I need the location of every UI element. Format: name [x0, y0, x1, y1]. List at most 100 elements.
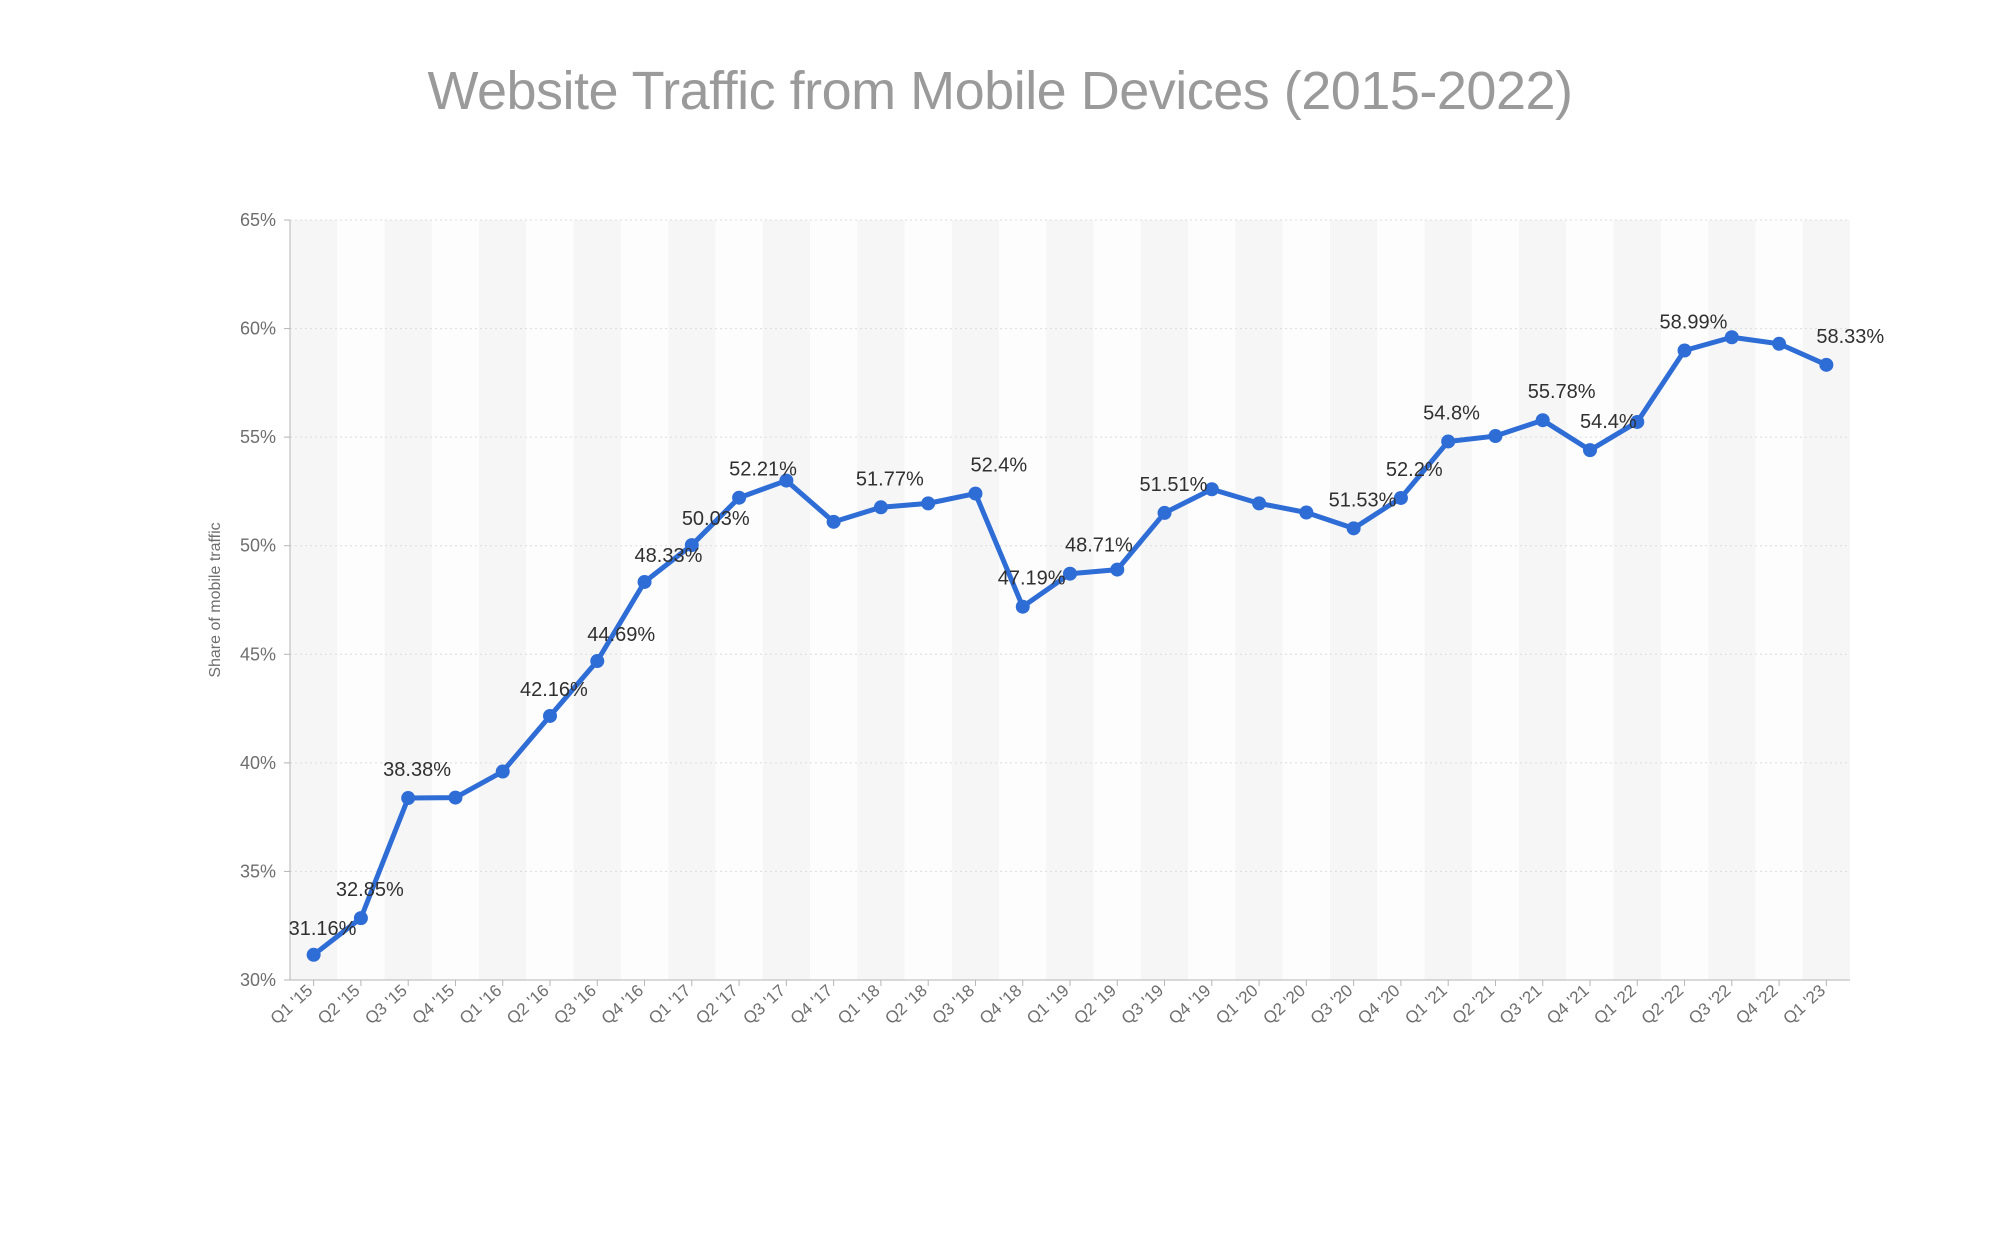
plot-band [1235, 220, 1282, 980]
x-tick-label: Q4 '22 [1732, 981, 1782, 1028]
x-tick-label: Q4 '21 [1543, 981, 1593, 1028]
x-tick-label: Q2 '16 [503, 981, 553, 1028]
plot-band [337, 220, 384, 980]
x-tick-label: Q2 '22 [1638, 981, 1688, 1028]
x-tick-label: Q2 '18 [881, 981, 931, 1028]
data-point [1583, 443, 1597, 457]
plot-band [1046, 220, 1093, 980]
x-tick-label: Q3 '20 [1307, 981, 1357, 1028]
x-tick-label: Q4 '20 [1354, 981, 1404, 1028]
data-label: 58.99% [1660, 312, 1728, 334]
x-tick-label: Q1 '21 [1401, 981, 1451, 1028]
y-tick-label: 50% [240, 536, 276, 556]
plot-band [1614, 220, 1661, 980]
plot-band [1425, 220, 1472, 980]
y-tick-label: 30% [240, 970, 276, 990]
plot-band [290, 220, 337, 980]
data-point [496, 765, 510, 779]
plot-band [385, 220, 432, 980]
x-tick-label: Q3 '18 [929, 981, 979, 1028]
plot-band [1472, 220, 1519, 980]
plot-band [1188, 220, 1235, 980]
y-tick-label: 35% [240, 861, 276, 881]
x-tick-label: Q2 '21 [1449, 981, 1499, 1028]
line-chart: 30%35%40%45%50%55%60%65%Q1 '15Q2 '15Q3 '… [180, 210, 1900, 1190]
plot-band [1519, 220, 1566, 980]
data-point [307, 948, 321, 962]
x-tick-label: Q1 '22 [1590, 981, 1640, 1028]
data-point [1772, 337, 1786, 351]
plot-band [763, 220, 810, 980]
x-tick-label: Q1 '20 [1212, 981, 1262, 1028]
data-point [1678, 344, 1692, 358]
x-tick-label: Q3 '15 [361, 981, 411, 1028]
x-tick-label: Q1 '23 [1779, 981, 1829, 1028]
data-point [968, 487, 982, 501]
data-point [874, 500, 888, 514]
data-point [827, 515, 841, 529]
data-point [543, 709, 557, 723]
data-label: 51.53% [1329, 489, 1397, 511]
y-tick-label: 65% [240, 210, 276, 230]
data-label: 51.51% [1140, 474, 1208, 496]
y-tick-label: 45% [240, 644, 276, 664]
plot-band [479, 220, 526, 980]
plot-band [1330, 220, 1377, 980]
data-label: 52.21% [729, 459, 797, 481]
data-point [1347, 521, 1361, 535]
data-label: 54.8% [1423, 402, 1480, 424]
plot-band [526, 220, 573, 980]
data-label: 48.71% [1065, 535, 1133, 557]
data-point [1488, 429, 1502, 443]
x-tick-label: Q4 '15 [409, 981, 459, 1028]
x-tick-label: Q2 '15 [314, 981, 364, 1028]
data-label: 52.4% [970, 455, 1027, 477]
data-point [732, 491, 746, 505]
x-tick-label: Q2 '19 [1070, 981, 1120, 1028]
data-point [1819, 358, 1833, 372]
data-label: 54.4% [1580, 411, 1637, 433]
x-tick-label: Q2 '17 [692, 981, 742, 1028]
data-label: 51.77% [856, 468, 924, 490]
x-tick-label: Q4 '16 [598, 981, 648, 1028]
y-tick-label: 60% [240, 319, 276, 339]
plot-band [574, 220, 621, 980]
data-label: 47.19% [998, 568, 1066, 590]
plot-band [1755, 220, 1802, 980]
plot-band [1566, 220, 1613, 980]
plot-band [432, 220, 479, 980]
data-point [1299, 505, 1313, 519]
x-tick-label: Q4 '18 [976, 981, 1026, 1028]
data-point [1110, 563, 1124, 577]
x-tick-label: Q2 '20 [1259, 981, 1309, 1028]
chart-title: Website Traffic from Mobile Devices (201… [0, 60, 2000, 122]
data-label: 52.2% [1386, 459, 1443, 481]
plot-band [715, 220, 762, 980]
plot-band [1377, 220, 1424, 980]
x-tick-label: Q3 '22 [1685, 981, 1735, 1028]
plot-band [1283, 220, 1330, 980]
x-tick-label: Q1 '18 [834, 981, 884, 1028]
x-tick-label: Q1 '17 [645, 981, 695, 1028]
x-tick-label: Q3 '16 [550, 981, 600, 1028]
data-point [401, 791, 415, 805]
chart-container: 30%35%40%45%50%55%60%65%Q1 '15Q2 '15Q3 '… [180, 210, 1900, 1190]
x-tick-label: Q3 '19 [1118, 981, 1168, 1028]
plot-band [668, 220, 715, 980]
data-label: 38.38% [383, 759, 451, 781]
plot-band [810, 220, 857, 980]
data-point [1441, 434, 1455, 448]
x-tick-label: Q3 '17 [739, 981, 789, 1028]
plot-band [905, 220, 952, 980]
y-axis-label: Share of mobile traffic [207, 522, 224, 677]
data-label: 48.33% [635, 545, 703, 567]
y-tick-label: 40% [240, 753, 276, 773]
data-point [1536, 413, 1550, 427]
x-tick-label: Q3 '21 [1496, 981, 1546, 1028]
plot-band [621, 220, 668, 980]
data-point [921, 496, 935, 510]
data-point [1016, 600, 1030, 614]
data-label: 31.16% [289, 918, 357, 940]
plot-band [952, 220, 999, 980]
plot-band [857, 220, 904, 980]
